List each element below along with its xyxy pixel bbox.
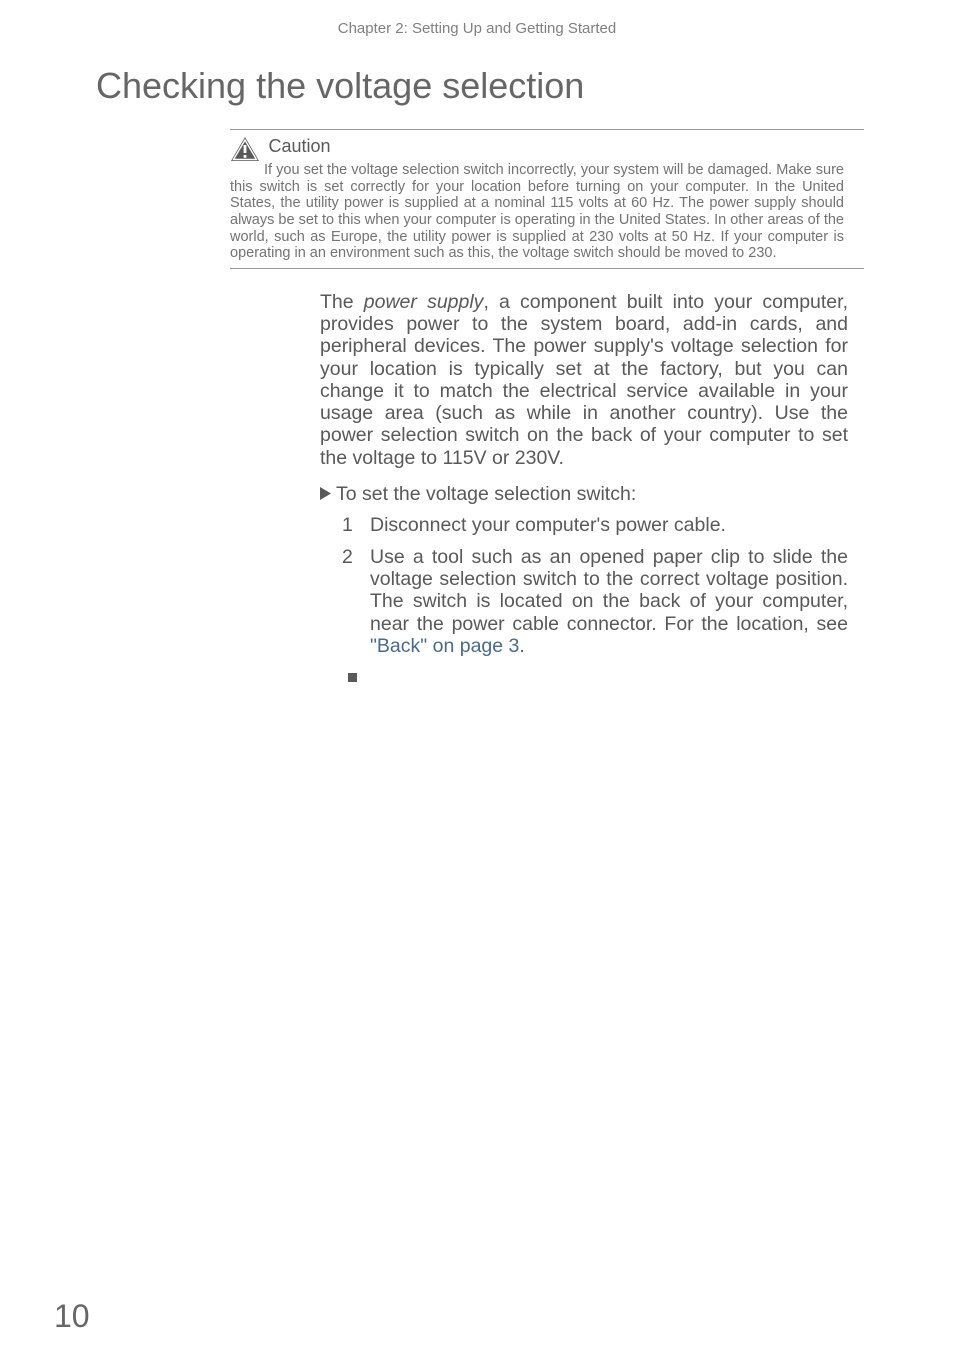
step-text-before: Use a tool such as an opened paper clip …	[370, 546, 848, 635]
body-paragraph: The power supply, a component built into…	[320, 291, 848, 469]
caution-heading: Caution	[268, 136, 330, 156]
page-number: 10	[54, 1298, 90, 1335]
steps-list: 1 Disconnect your computer's power cable…	[342, 514, 848, 657]
triangle-right-icon	[320, 483, 331, 506]
caution-first-row: Caution	[230, 136, 844, 162]
step-text-after: .	[519, 635, 524, 657]
step-number: 1	[342, 514, 370, 536]
cross-reference-link[interactable]: "Back" on page 3	[370, 635, 519, 657]
para-italic-term: power supply	[364, 291, 484, 313]
step-text: Disconnect your computer's power cable.	[370, 514, 848, 536]
para-before: The	[320, 291, 364, 313]
step-text: Use a tool such as an opened paper clip …	[370, 546, 848, 657]
task-heading-row: To set the voltage selection switch:	[320, 483, 848, 506]
warning-triangle-icon	[230, 136, 260, 162]
caution-body-inline: If you set the voltage selection switch …	[264, 162, 659, 178]
step-item: 2 Use a tool such as an opened paper cli…	[342, 546, 848, 657]
caution-block: Caution If you set the voltage selection…	[230, 129, 864, 269]
caution-body: If you set the voltage selection switch …	[230, 162, 844, 262]
page-root: Chapter 2: Setting Up and Getting Starte…	[0, 0, 954, 1369]
task-heading-text: To set the voltage selection switch:	[336, 483, 636, 505]
para-after: , a component built into your computer, …	[320, 291, 848, 469]
running-header: Chapter 2: Setting Up and Getting Starte…	[90, 20, 864, 37]
step-number: 2	[342, 546, 370, 657]
end-of-procedure-icon	[348, 673, 357, 682]
step-item: 1 Disconnect your computer's power cable…	[342, 514, 848, 536]
chapter-title: Checking the voltage selection	[96, 65, 864, 107]
body-block: The power supply, a component built into…	[320, 291, 864, 687]
